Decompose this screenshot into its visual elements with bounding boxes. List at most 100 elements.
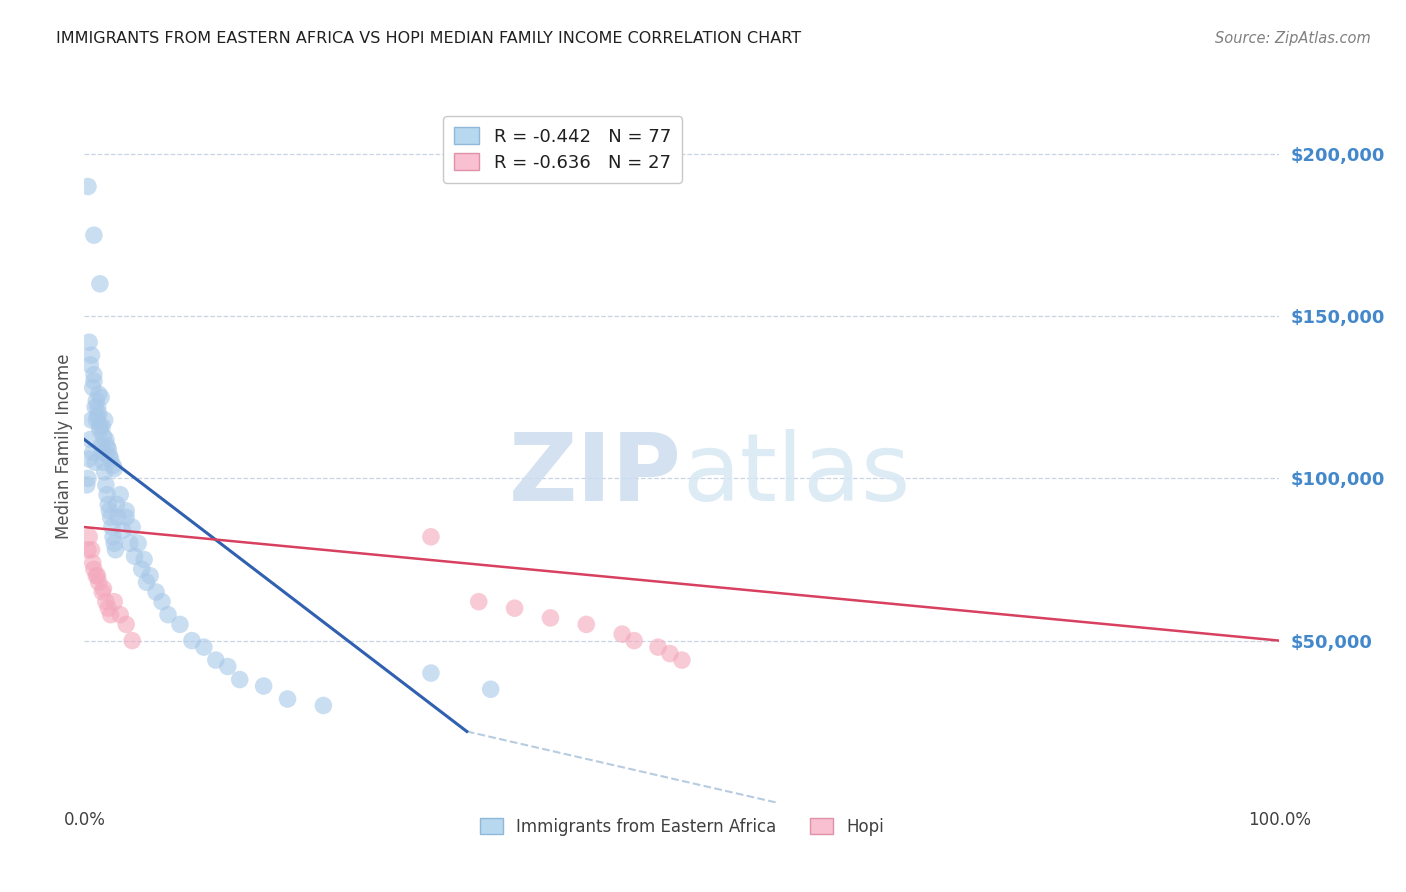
Point — [89, 277, 111, 291]
Point — [575, 617, 598, 632]
Point — [79, 358, 101, 372]
Point — [90, 390, 112, 404]
Point — [111, 524, 134, 538]
Point — [82, 556, 104, 570]
Point — [77, 542, 100, 557]
Point — [115, 510, 138, 524]
Point — [77, 179, 100, 194]
Point — [86, 413, 108, 427]
Point — [82, 381, 104, 395]
Point — [79, 433, 101, 447]
Point — [83, 562, 105, 576]
Point — [612, 627, 634, 641]
Point — [277, 692, 299, 706]
Point — [101, 530, 124, 544]
Point — [86, 393, 108, 408]
Point — [80, 413, 103, 427]
Point — [420, 666, 443, 681]
Point — [94, 595, 117, 609]
Point — [91, 445, 114, 459]
Point — [77, 471, 100, 485]
Point — [623, 633, 645, 648]
Point — [103, 595, 125, 609]
Point — [118, 536, 141, 550]
Y-axis label: Median Family Income: Median Family Income — [55, 353, 73, 539]
Point — [540, 611, 562, 625]
Point — [89, 419, 111, 434]
Point — [86, 568, 108, 582]
Point — [93, 455, 115, 469]
Point — [205, 653, 228, 667]
Point — [107, 510, 129, 524]
Point — [76, 478, 98, 492]
Point — [89, 423, 111, 437]
Point — [94, 433, 117, 447]
Point — [121, 520, 143, 534]
Point — [96, 439, 118, 453]
Point — [110, 488, 132, 502]
Point — [671, 653, 693, 667]
Point — [83, 368, 105, 382]
Point — [479, 682, 502, 697]
Point — [97, 497, 120, 511]
Point — [87, 575, 110, 590]
Point — [91, 419, 114, 434]
Point — [131, 562, 153, 576]
Point — [503, 601, 526, 615]
Point — [169, 617, 191, 632]
Point — [100, 452, 122, 467]
Point — [312, 698, 335, 713]
Point — [121, 633, 143, 648]
Text: Source: ZipAtlas.com: Source: ZipAtlas.com — [1215, 31, 1371, 46]
Point — [93, 582, 115, 596]
Point — [91, 585, 114, 599]
Point — [84, 455, 107, 469]
Point — [94, 478, 117, 492]
Point — [77, 335, 100, 350]
Point — [86, 409, 108, 424]
Point — [101, 458, 124, 473]
Point — [139, 568, 162, 582]
Text: ZIP: ZIP — [509, 428, 682, 521]
Point — [229, 673, 252, 687]
Point — [87, 407, 110, 421]
Point — [93, 413, 115, 427]
Point — [217, 659, 239, 673]
Point — [659, 647, 682, 661]
Point — [80, 348, 103, 362]
Point — [127, 536, 149, 550]
Point — [468, 595, 491, 609]
Point — [150, 595, 173, 609]
Point — [84, 400, 107, 414]
Point — [98, 504, 121, 518]
Point — [98, 449, 121, 463]
Text: IMMIGRANTS FROM EASTERN AFRICA VS HOPI MEDIAN FAMILY INCOME CORRELATION CHART: IMMIGRANTS FROM EASTERN AFRICA VS HOPI M… — [56, 31, 801, 46]
Point — [100, 607, 122, 622]
Point — [97, 442, 120, 457]
Legend: Immigrants from Eastern Africa, Hopi: Immigrants from Eastern Africa, Hopi — [471, 810, 893, 845]
Point — [97, 601, 120, 615]
Point — [77, 530, 100, 544]
Point — [93, 429, 115, 443]
Point — [86, 400, 108, 414]
Point — [87, 387, 110, 401]
Point — [115, 504, 138, 518]
Point — [420, 530, 443, 544]
Point — [145, 585, 167, 599]
Point — [157, 607, 180, 622]
Point — [83, 228, 105, 243]
Point — [105, 497, 128, 511]
Point — [647, 640, 669, 654]
Point — [93, 465, 115, 479]
Point — [115, 617, 138, 632]
Point — [181, 633, 204, 648]
Point — [101, 520, 124, 534]
Point — [80, 542, 103, 557]
Text: atlas: atlas — [682, 428, 910, 521]
Point — [135, 575, 157, 590]
Point — [82, 445, 104, 459]
Point — [124, 549, 146, 564]
Point — [77, 452, 100, 467]
Point — [90, 439, 112, 453]
Point — [100, 510, 122, 524]
